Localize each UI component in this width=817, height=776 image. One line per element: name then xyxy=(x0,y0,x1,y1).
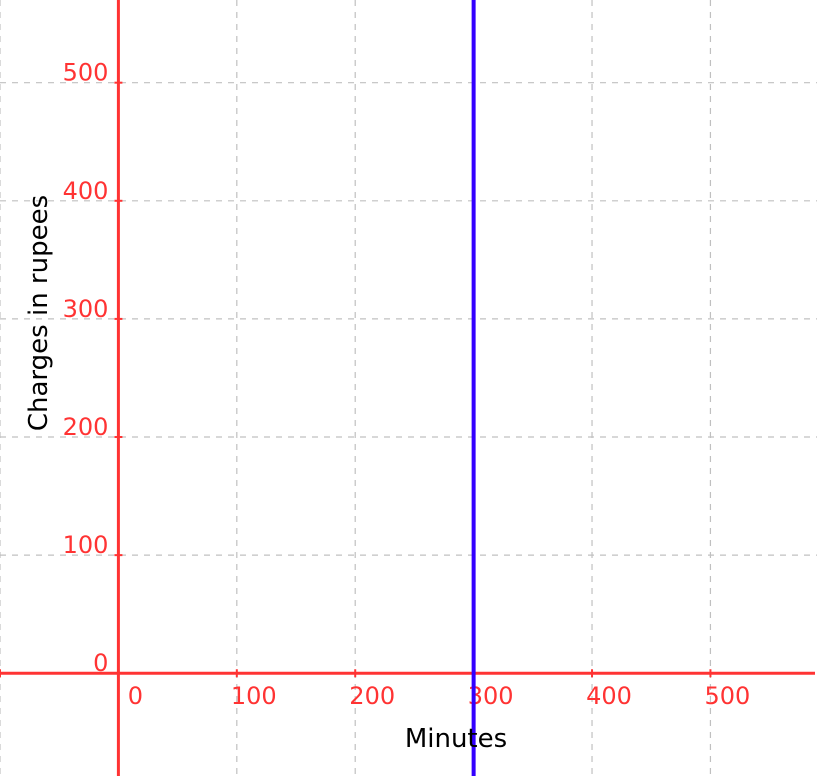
y-tick-label: 100 xyxy=(63,531,109,559)
x-tick-label: 100 xyxy=(231,682,277,710)
y-tick-label: 0 xyxy=(93,649,108,677)
y-axis-label: Charges in rupees xyxy=(24,195,54,431)
x-tick-label: 400 xyxy=(586,682,632,710)
y-tick-label: 400 xyxy=(63,177,109,205)
y-tick-label: 300 xyxy=(63,295,109,323)
x-axis-label: Minutes xyxy=(405,724,507,754)
x-tick-label: 0 xyxy=(128,682,143,710)
x-tick-label: 500 xyxy=(705,682,751,710)
y-tick-label: 500 xyxy=(63,59,109,87)
y-tick-label: 200 xyxy=(63,413,109,441)
x-tick-label: 200 xyxy=(349,682,395,710)
